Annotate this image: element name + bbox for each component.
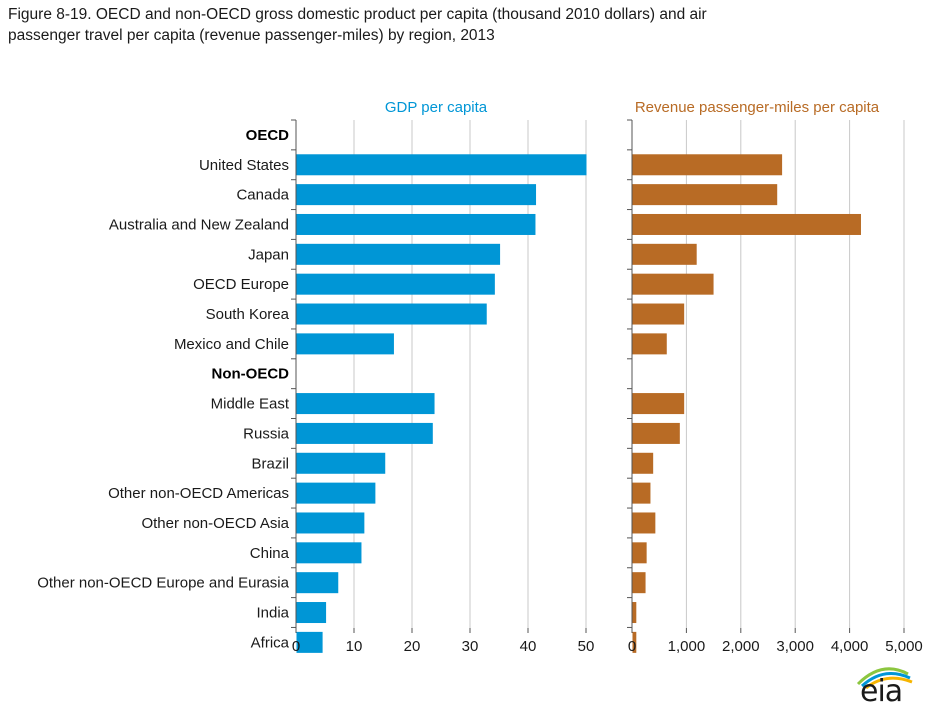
group-label: Non-OECD: [212, 366, 290, 383]
gdp-bar: [296, 602, 327, 624]
chart-title: Figure 8-19. OECD and non-OECD gross dom…: [8, 4, 908, 46]
category-label: OECD Europe: [193, 276, 289, 293]
x-tick-label: 3,000: [776, 638, 814, 655]
gdp-bar: [296, 303, 487, 325]
rpm-bar: [632, 273, 714, 295]
chart-title-line-1: Figure 8-19. OECD and non-OECD gross dom…: [8, 6, 707, 23]
x-tick-label: 0: [292, 638, 300, 655]
rpm-bar: [632, 572, 646, 594]
category-label: Other non-OECD Asia: [141, 515, 289, 532]
x-tick-label: 2,000: [722, 638, 760, 655]
x-tick-label: 20: [404, 638, 421, 655]
eia-logo-text: eia: [860, 674, 903, 709]
rpm-bar: [632, 482, 651, 504]
rpm-bar: [632, 452, 654, 474]
rpm-bar: [632, 422, 680, 444]
category-label: Brazil: [251, 455, 289, 472]
gdp-bar: [296, 572, 339, 594]
gdp-bar: [296, 213, 536, 235]
gdp-bar: [296, 243, 501, 265]
x-tick-label: 30: [462, 638, 479, 655]
x-tick-label: 40: [520, 638, 537, 655]
group-label: OECD: [246, 127, 290, 144]
eia-logo: eia: [852, 662, 922, 712]
rpm-bar: [632, 542, 647, 564]
category-label: Canada: [236, 187, 289, 204]
gdp-bar: [296, 333, 394, 355]
rpm-bar: [632, 393, 685, 415]
x-tick-label: 0: [628, 638, 636, 655]
gdp-bar: [296, 542, 362, 564]
series-title: Revenue passenger-miles per capita: [635, 99, 880, 116]
chart-title-line-2: passenger travel per capita (revenue pas…: [8, 27, 495, 44]
category-label: South Korea: [206, 306, 290, 323]
eia-sun-arc-icon: [856, 667, 913, 690]
rpm-bar: [632, 631, 637, 653]
category-label: India: [256, 605, 289, 622]
series-title: GDP per capita: [385, 99, 488, 116]
gdp-bar: [296, 482, 376, 504]
category-label: Mexico and Chile: [174, 336, 289, 353]
gdp-bar: [296, 452, 386, 474]
labels-layer: 0 10 20 30 40 50 GDP per capita 0 1,000 2,000 3,00…: [37, 99, 923, 655]
x-tick-label: 50: [578, 638, 595, 655]
gdp-bar: [296, 184, 537, 206]
rpm-bar: [632, 303, 685, 325]
gdp-bar: [296, 631, 323, 653]
bars-layer: [296, 154, 861, 653]
x-tick-label: 5,000: [885, 638, 923, 655]
category-label: Africa: [251, 634, 290, 651]
x-tick-label: 4,000: [831, 638, 869, 655]
category-label: China: [250, 545, 290, 562]
axis-layer: [291, 119, 905, 633]
rpm-bar: [632, 184, 778, 206]
x-tick-label: 10: [346, 638, 363, 655]
rpm-bar: [632, 602, 637, 624]
category-label: Middle East: [211, 396, 290, 413]
rpm-bar: [632, 512, 656, 534]
x-tick-label: 1,000: [668, 638, 706, 655]
rpm-bar: [632, 333, 667, 355]
rpm-bar: [632, 154, 783, 176]
rpm-bar: [632, 213, 861, 235]
category-label: Other non-OECD Americas: [108, 485, 289, 502]
gdp-bar: [296, 422, 433, 444]
gdp-bar: [296, 512, 365, 534]
category-label: Japan: [248, 246, 289, 263]
category-label: Australia and New Zealand: [109, 216, 289, 233]
gdp-bar: [296, 393, 435, 415]
rpm-bar: [632, 243, 697, 265]
gdp-bar: [296, 273, 495, 295]
category-label: Other non-OECD Europe and Eurasia: [37, 575, 289, 592]
gdp-bar: [296, 154, 587, 176]
category-label: Russia: [243, 425, 290, 442]
category-label: United States: [199, 157, 289, 174]
